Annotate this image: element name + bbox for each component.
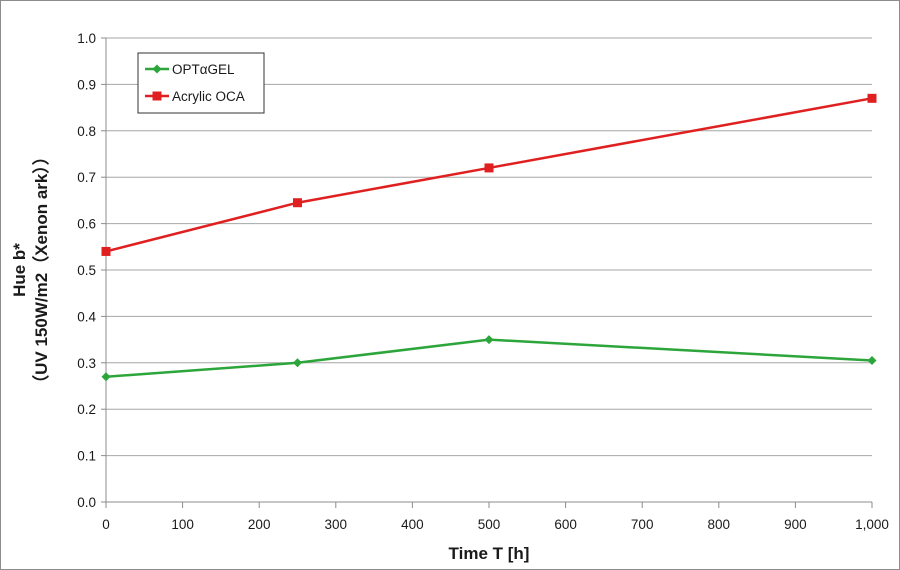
y-tick-label: 0.5: [77, 263, 96, 278]
y-tick-label: 0.4: [77, 309, 96, 324]
data-point-diamond: [101, 372, 111, 382]
data-point-square: [867, 93, 877, 103]
series-line: [105, 97, 873, 253]
x-tick-label: 400: [401, 517, 424, 532]
x-tick-label: 200: [248, 517, 271, 532]
axes: 0.0 0.1 0.2 0.3 0.4 0.5 0.6 0.7 0.8 0.9 1.0 0 100 200…: [77, 31, 889, 532]
data-point-square: [484, 163, 494, 173]
series-group: [101, 93, 877, 382]
data-point-diamond: [293, 358, 302, 368]
y-tick-label: 1.0: [77, 31, 96, 46]
y-tick-label: 0.0: [77, 495, 96, 510]
legend: OPTαGEL Acrylic OCA: [137, 52, 265, 114]
x-tick-label: 600: [554, 517, 577, 532]
y-tick-label: 0.9: [77, 77, 96, 92]
series-line: [105, 338, 873, 378]
legend-entry: OPTαGEL: [145, 62, 235, 77]
y-axis-title-line-1: Hue b*: [10, 243, 29, 297]
x-tick-label: 800: [708, 517, 731, 532]
data-point-square: [293, 198, 302, 208]
x-tick-label: 100: [171, 517, 194, 532]
y-tick-label: 0.8: [77, 124, 96, 139]
legend-label: Acrylic OCA: [172, 89, 245, 104]
data-point-square: [101, 246, 111, 256]
legend-label: OPTαGEL: [172, 62, 235, 77]
series-optagel: [101, 335, 877, 382]
gridlines: [106, 37, 872, 457]
series-acrylic-oca: [101, 93, 877, 256]
legend-box: [137, 52, 265, 114]
x-tick-label: 700: [631, 517, 654, 532]
x-tick-label: 0: [102, 517, 110, 532]
y-axis-title-line-2: （UV 150W/m2（Xenon ark））: [31, 148, 51, 392]
y-tick-label: 0.6: [77, 217, 96, 232]
y-tick-label: 0.3: [77, 356, 96, 371]
legend-marker: [152, 91, 162, 101]
legend-entry: Acrylic OCA: [145, 89, 245, 104]
x-axis-title: Time T [h]: [449, 544, 530, 563]
y-tick-label: 0.1: [77, 449, 96, 464]
data-point-diamond: [484, 335, 494, 345]
y-tick-label: 0.7: [77, 170, 96, 185]
data-point-diamond: [867, 355, 877, 365]
x-tick-label: 900: [784, 517, 807, 532]
y-axis-title: Hue b* （UV 150W/m2（Xenon ark））: [10, 148, 51, 392]
y-tick-label: 0.2: [77, 402, 96, 417]
legend-marker: [152, 64, 162, 74]
x-tick-label: 300: [325, 517, 348, 532]
x-tick-label: 1,000: [855, 517, 889, 532]
x-tick-label: 500: [478, 517, 501, 532]
